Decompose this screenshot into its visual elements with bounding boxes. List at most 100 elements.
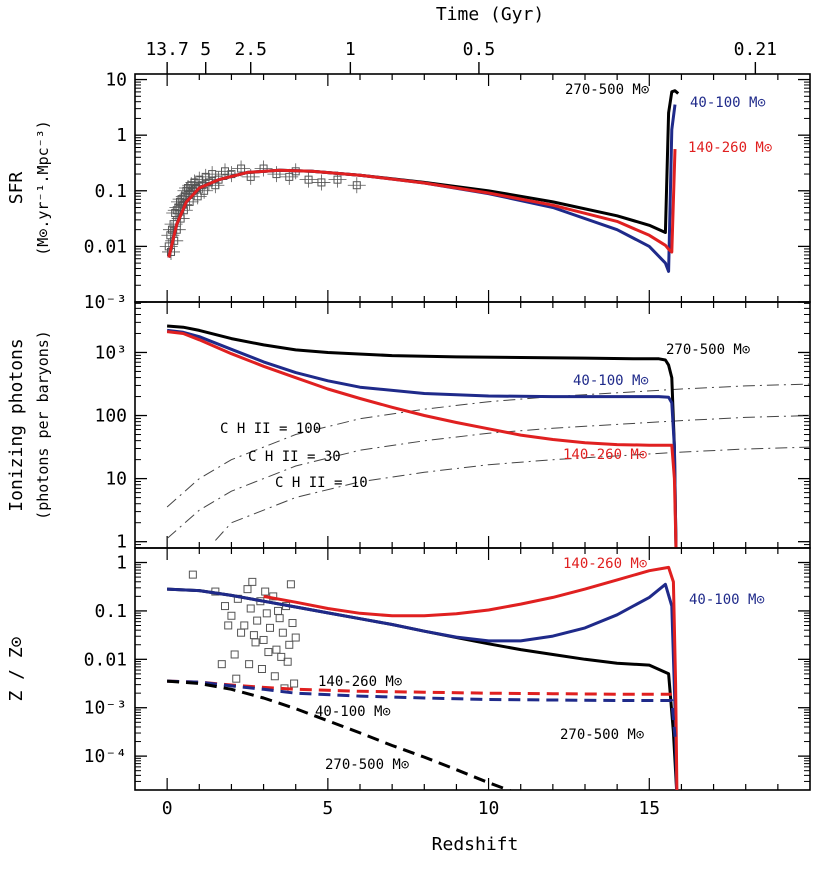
- y-tick-label: 10³: [94, 342, 127, 363]
- observation-point: [217, 660, 226, 669]
- observation-point: [290, 679, 299, 688]
- series-label: 270-500 M⊙: [666, 342, 751, 358]
- panel-plot-area: [166, 324, 810, 548]
- series-label: 140-260 M⊙: [318, 674, 403, 690]
- y-tick-label: 1: [116, 125, 127, 146]
- observation-point: [272, 645, 281, 654]
- series-line-40-100: [167, 104, 677, 273]
- series-label: 40-100 M⊙: [315, 704, 391, 720]
- panel-plot-area: [159, 89, 680, 273]
- observation-point: [232, 674, 241, 683]
- series-label: 40-100 M⊙: [689, 592, 765, 608]
- series-label: 140-260 M⊙: [688, 140, 773, 156]
- y-tick-label: 0.1: [94, 181, 127, 202]
- y-tick-label: 10⁻³: [84, 698, 127, 719]
- y-axis-title: SFR: [6, 172, 27, 205]
- series-label: C H II = 10: [275, 475, 368, 491]
- observation-point: [275, 614, 284, 623]
- x-tick-label: 15: [638, 798, 660, 819]
- y-tick-label: 100: [94, 406, 127, 427]
- observation-point: [270, 672, 279, 681]
- panel-sfr: 10 1 0.1 0.01 10⁻³ SFR (M⊙.yr⁻¹.Mpc⁻³): [6, 70, 811, 313]
- observation-point: [240, 621, 249, 630]
- y-axis-title: Z / Z⊙: [6, 636, 27, 701]
- clumping-curve: [215, 446, 810, 541]
- top-tick-label: 2.5: [234, 39, 267, 60]
- panel-ion: 10³ 100 10 1 Ionizing photons (photons per ba…: [6, 301, 811, 553]
- top-tick-label: 13.7: [145, 39, 188, 60]
- panel-frame: [134, 547, 811, 791]
- observation-point: [224, 621, 233, 630]
- series-line-140-260: [166, 330, 678, 548]
- series-label: C H II = 100: [220, 421, 321, 437]
- observation-point: [277, 652, 286, 661]
- observation-point: [285, 640, 294, 649]
- series-line-40-100: [167, 582, 679, 790]
- observation-point: [266, 623, 274, 632]
- series-line-140-260: [263, 565, 679, 790]
- y-tick-label: 1: [116, 532, 127, 553]
- observation-point: [237, 628, 246, 637]
- series-label: 140-260 M⊙: [563, 447, 648, 463]
- observation-point: [264, 648, 273, 657]
- top-axis-title: Time (Gyr): [436, 4, 544, 25]
- panel-metal: 1 0.1 0.01 10⁻³ 10⁻⁴ 0 5 10 15 Z / Z⊙: [6, 547, 811, 819]
- observation-point: [291, 633, 300, 642]
- observation-point: [248, 577, 257, 586]
- observation-point: [259, 635, 268, 644]
- y-tick-label: 10⁻³: [84, 292, 127, 313]
- observation-point: [251, 638, 260, 647]
- y-tick-label: 1: [116, 553, 127, 574]
- series-label: 140-260 M⊙: [563, 556, 648, 572]
- y-tick-label: 0.01: [84, 649, 127, 670]
- series-line-40-100: [166, 328, 678, 548]
- observation-point: [286, 580, 295, 589]
- series-label: 40-100 M⊙: [690, 95, 766, 111]
- panel-plot-area: [166, 565, 679, 790]
- series-label: 270-500 M⊙: [560, 727, 645, 743]
- x-tick-label: 5: [322, 798, 333, 819]
- observation-point: [227, 611, 236, 620]
- series-line-140-260: [167, 149, 677, 258]
- y-tick-label: 10⁻⁴: [84, 746, 127, 767]
- observation-point: [230, 650, 239, 659]
- observation-point: [261, 587, 270, 596]
- observation-point: [249, 631, 258, 640]
- series-line-270-500: [166, 324, 678, 548]
- observation-point: [283, 657, 292, 666]
- top-tick-label: 1: [345, 39, 356, 60]
- observation-point: [245, 660, 254, 669]
- observation-point: [262, 609, 271, 618]
- series-line-270-500-dashed: [166, 679, 512, 790]
- observation-point: [257, 665, 266, 673]
- x-tick-label: 0: [162, 798, 173, 819]
- y-tick-label: 10: [105, 70, 127, 91]
- observation-point: [278, 628, 287, 637]
- observation-point: [288, 619, 297, 628]
- observation-point: [221, 602, 229, 611]
- observation-point: [188, 570, 197, 579]
- x-axis-title: Redshift: [432, 834, 519, 855]
- y-axis-units: (M⊙.yr⁻¹.Mpc⁻³): [34, 120, 52, 255]
- clumping-curve: [166, 383, 810, 508]
- y-axis-units: (photons per baryons): [34, 330, 52, 520]
- observation-point: [243, 585, 252, 594]
- observation-point: [253, 616, 262, 625]
- series-label: C H II = 30: [248, 449, 341, 465]
- series-line-40-100-dashed: [167, 679, 677, 737]
- y-tick-label: 0.01: [84, 236, 127, 257]
- observation-point: [246, 604, 255, 613]
- series-label: 40-100 M⊙: [573, 373, 649, 389]
- y-tick-label: 10: [105, 469, 127, 490]
- top-tick-label: 0.5: [463, 39, 496, 60]
- series-line-270-500: [167, 587, 679, 790]
- y-axis-title: Ionizing photons: [6, 338, 27, 511]
- observation-point: [274, 606, 283, 615]
- clumping-curve: [166, 415, 810, 539]
- series-label: 270-500 M⊙: [565, 82, 650, 98]
- top-tick-label: 5: [200, 39, 211, 60]
- series-label: 270-500 M⊙: [325, 757, 410, 773]
- top-tick-label: 0.21: [734, 39, 777, 60]
- y-tick-label: 0.1: [94, 601, 127, 622]
